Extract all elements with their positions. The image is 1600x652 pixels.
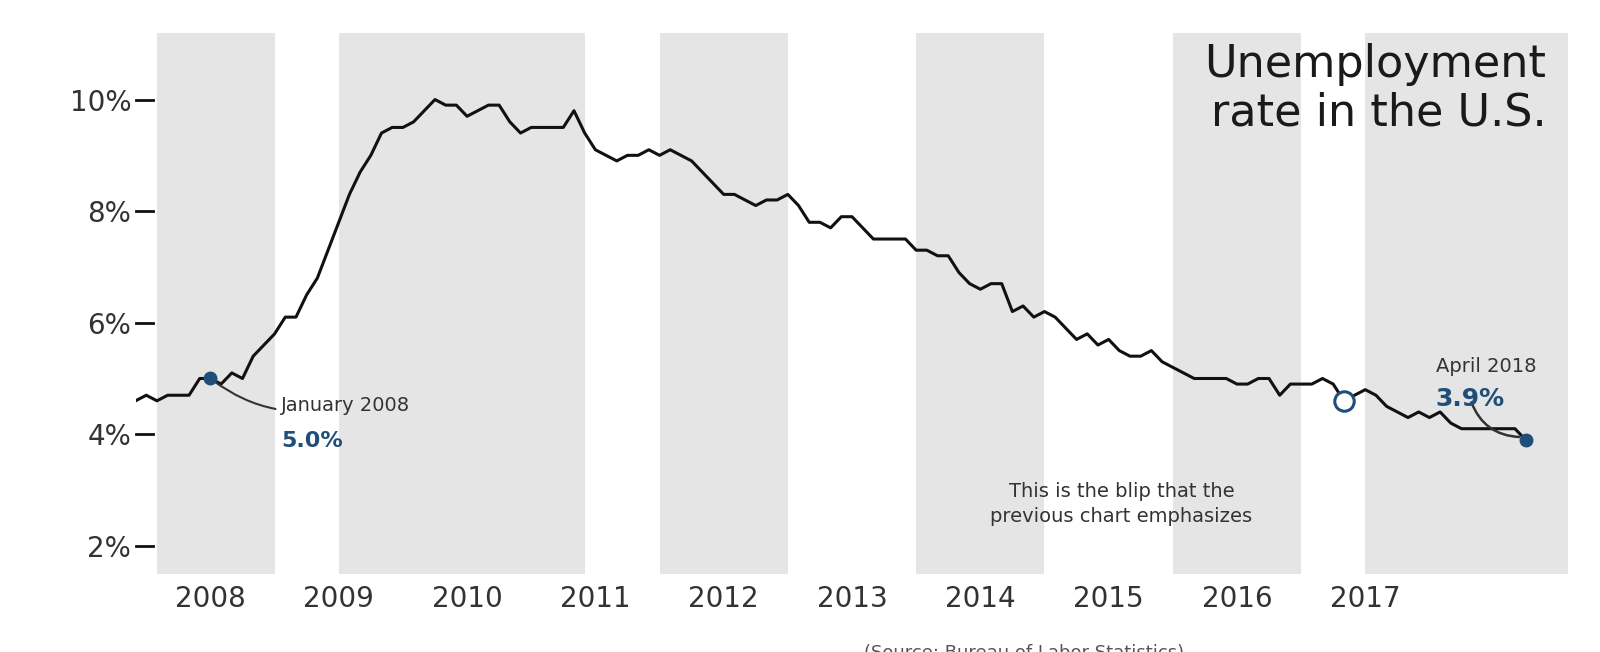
Bar <box>339 33 586 574</box>
Text: 3.9%: 3.9% <box>1435 387 1506 411</box>
Text: April 2018: April 2018 <box>1435 357 1536 376</box>
Bar <box>917 33 1045 574</box>
Bar <box>157 33 275 574</box>
Text: 5.0%: 5.0% <box>282 432 342 451</box>
Bar <box>1365 33 1568 574</box>
Bar <box>1173 33 1301 574</box>
Text: This is the blip that the
previous chart emphasizes: This is the blip that the previous chart… <box>990 482 1253 526</box>
Text: January 2008: January 2008 <box>213 380 410 415</box>
Text: Unemployment
rate in the U.S.: Unemployment rate in the U.S. <box>1205 44 1547 134</box>
Text: (Source: Bureau of Labor Statistics): (Source: Bureau of Labor Statistics) <box>864 644 1184 652</box>
Bar <box>659 33 787 574</box>
